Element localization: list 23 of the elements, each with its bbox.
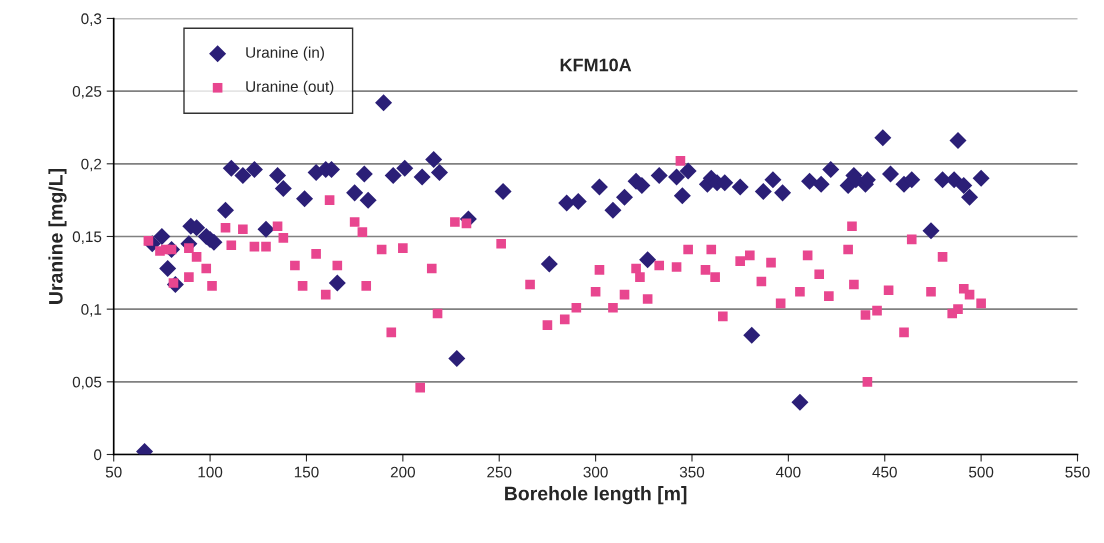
x-tick-label: 400: [775, 466, 801, 478]
x-tick-label: 100: [198, 466, 223, 478]
y-axis-title: Uranine [mg/L]: [48, 168, 67, 304]
legend-label: Uranine (in): [246, 46, 324, 61]
x-tick-label: 550: [1065, 466, 1090, 478]
x-tick-label: 450: [872, 466, 897, 478]
x-tick-label: 200: [390, 466, 415, 478]
y-tick-label: 0,05: [72, 376, 102, 390]
y-tick-label: 0,15: [72, 231, 102, 244]
y-tick-label: 0,2: [81, 158, 102, 172]
x-axis-title: Borehole length [m]: [505, 486, 687, 505]
x-tick-label: 350: [679, 466, 705, 478]
y-tick-label: 0: [94, 449, 102, 461]
x-tick-label: 250: [487, 466, 512, 478]
y-tick-label: 0,25: [72, 86, 102, 99]
x-tick-label: 300: [583, 466, 608, 478]
x-tick-label: 150: [294, 466, 319, 478]
x-tick-label: 500: [968, 466, 994, 478]
text: KFM10A: [560, 58, 632, 72]
y-tick-label: 0,1: [81, 304, 102, 317]
y-tick-label: 0,3: [81, 13, 102, 26]
legend-label: Uranine (out): [246, 80, 334, 95]
x-tick-label: 50: [105, 466, 122, 478]
